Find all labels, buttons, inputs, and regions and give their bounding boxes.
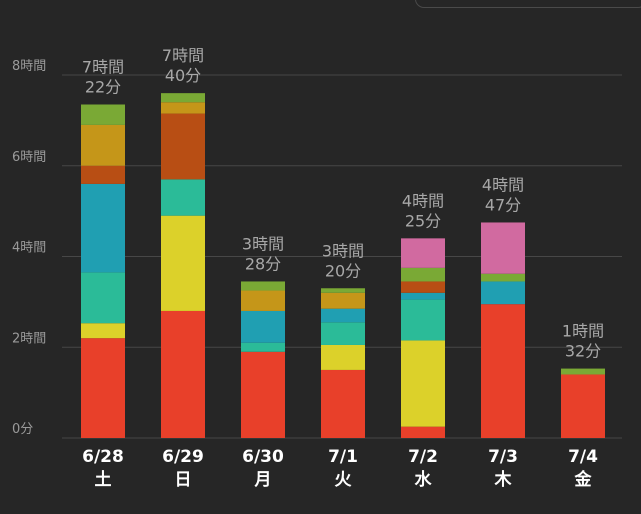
bar-total-minutes: 20分 xyxy=(325,261,361,280)
bar-segment[interactable] xyxy=(401,340,445,427)
x-weekday-label: 火 xyxy=(335,470,353,490)
bar-total-hours: 4時間 xyxy=(402,191,444,210)
bar-segment[interactable] xyxy=(161,179,205,216)
bar-segment[interactable] xyxy=(161,113,205,180)
bar-segment[interactable] xyxy=(401,299,445,341)
y-tick-label: 6時間 xyxy=(12,150,46,165)
bar-segment[interactable] xyxy=(81,323,125,339)
x-weekday-label: 月 xyxy=(254,470,272,490)
bar-segment[interactable] xyxy=(321,322,365,345)
bar-total-minutes: 22分 xyxy=(85,77,121,96)
x-date-label: 7/3 xyxy=(488,447,518,467)
x-date-label: 7/4 xyxy=(568,447,598,467)
bar-total-hours: 3時間 xyxy=(322,241,364,260)
bar-total-hours: 3時間 xyxy=(242,234,284,253)
x-date-label: 7/2 xyxy=(408,447,438,467)
bar-segment[interactable] xyxy=(241,351,285,438)
bar-segment[interactable] xyxy=(81,165,125,184)
bar-segment[interactable] xyxy=(81,183,125,273)
bar-segment[interactable] xyxy=(161,102,205,114)
bar-total-minutes: 28分 xyxy=(245,254,281,273)
y-tick-label: 4時間 xyxy=(12,241,46,256)
y-tick-label: 2時間 xyxy=(12,331,46,346)
bar-segment[interactable] xyxy=(241,342,285,352)
x-axis-labels: 6/28土 6/29 日 6/30 月 7/1 火 7/2水 7/3木 7/4金 xyxy=(82,447,598,490)
bar-segment[interactable] xyxy=(561,374,605,438)
bar-segment[interactable] xyxy=(481,273,525,282)
bar-segment[interactable] xyxy=(81,272,125,324)
bar-total-hours: 7時間 xyxy=(82,57,124,76)
bar-total-minutes: 40分 xyxy=(165,66,201,85)
bar-total-hours: 1時間 xyxy=(562,322,604,341)
bar-segment[interactable] xyxy=(401,238,445,268)
x-date-label: 7/1 xyxy=(328,447,358,467)
y-tick-label: 8時間 xyxy=(12,59,46,74)
bar-segment[interactable] xyxy=(161,310,205,438)
x-date-label: 6/30 xyxy=(242,447,284,467)
bar-segment[interactable] xyxy=(81,124,125,166)
bar-total-minutes: 25分 xyxy=(405,211,441,230)
bar-segment[interactable] xyxy=(321,292,365,309)
x-weekday-label: 土 xyxy=(95,469,112,490)
bar-segment[interactable] xyxy=(481,304,525,438)
x-weekday-label: 木 xyxy=(494,469,513,490)
bar-segment[interactable] xyxy=(81,104,125,125)
y-tick-label: 0分 xyxy=(12,422,33,437)
bars xyxy=(81,93,605,438)
bar-total-minutes: 47分 xyxy=(485,195,521,214)
bar-segment[interactable] xyxy=(321,288,365,293)
bar-total-minutes: 32分 xyxy=(565,342,601,361)
x-weekday-label: 日 xyxy=(175,470,192,490)
bar-segment[interactable] xyxy=(241,281,285,291)
bar-total-hours: 7時間 xyxy=(162,46,204,65)
y-axis-ticks: 0分 2時間 4時間 6時間 8時間 xyxy=(12,59,46,437)
bar-segment[interactable] xyxy=(481,222,525,274)
bar-segment[interactable] xyxy=(401,426,445,438)
bar-segment[interactable] xyxy=(401,281,445,293)
bar-segment[interactable] xyxy=(321,369,365,438)
bar-segment[interactable] xyxy=(401,267,445,282)
bar-segment[interactable] xyxy=(401,292,445,300)
bar-segment[interactable] xyxy=(161,215,205,311)
bar-total-hours: 4時間 xyxy=(482,175,524,194)
bar-segment[interactable] xyxy=(81,338,125,438)
bar-segment[interactable] xyxy=(481,281,525,305)
bar-segment[interactable] xyxy=(561,368,605,375)
bar-segment[interactable] xyxy=(161,93,205,103)
bar-segment[interactable] xyxy=(321,344,365,370)
x-weekday-label: 金 xyxy=(574,469,593,490)
x-date-label: 6/29 xyxy=(162,447,204,467)
bar-segment[interactable] xyxy=(321,308,365,323)
bar-total-labels: 7時間22分7時間40分3時間28分3時間20分4時間25分4時間47分1時間3… xyxy=(82,46,604,360)
bar-segment[interactable] xyxy=(241,310,285,343)
x-date-label: 6/28 xyxy=(82,447,124,467)
x-weekday-label: 水 xyxy=(415,469,433,490)
bar-segment[interactable] xyxy=(241,290,285,311)
